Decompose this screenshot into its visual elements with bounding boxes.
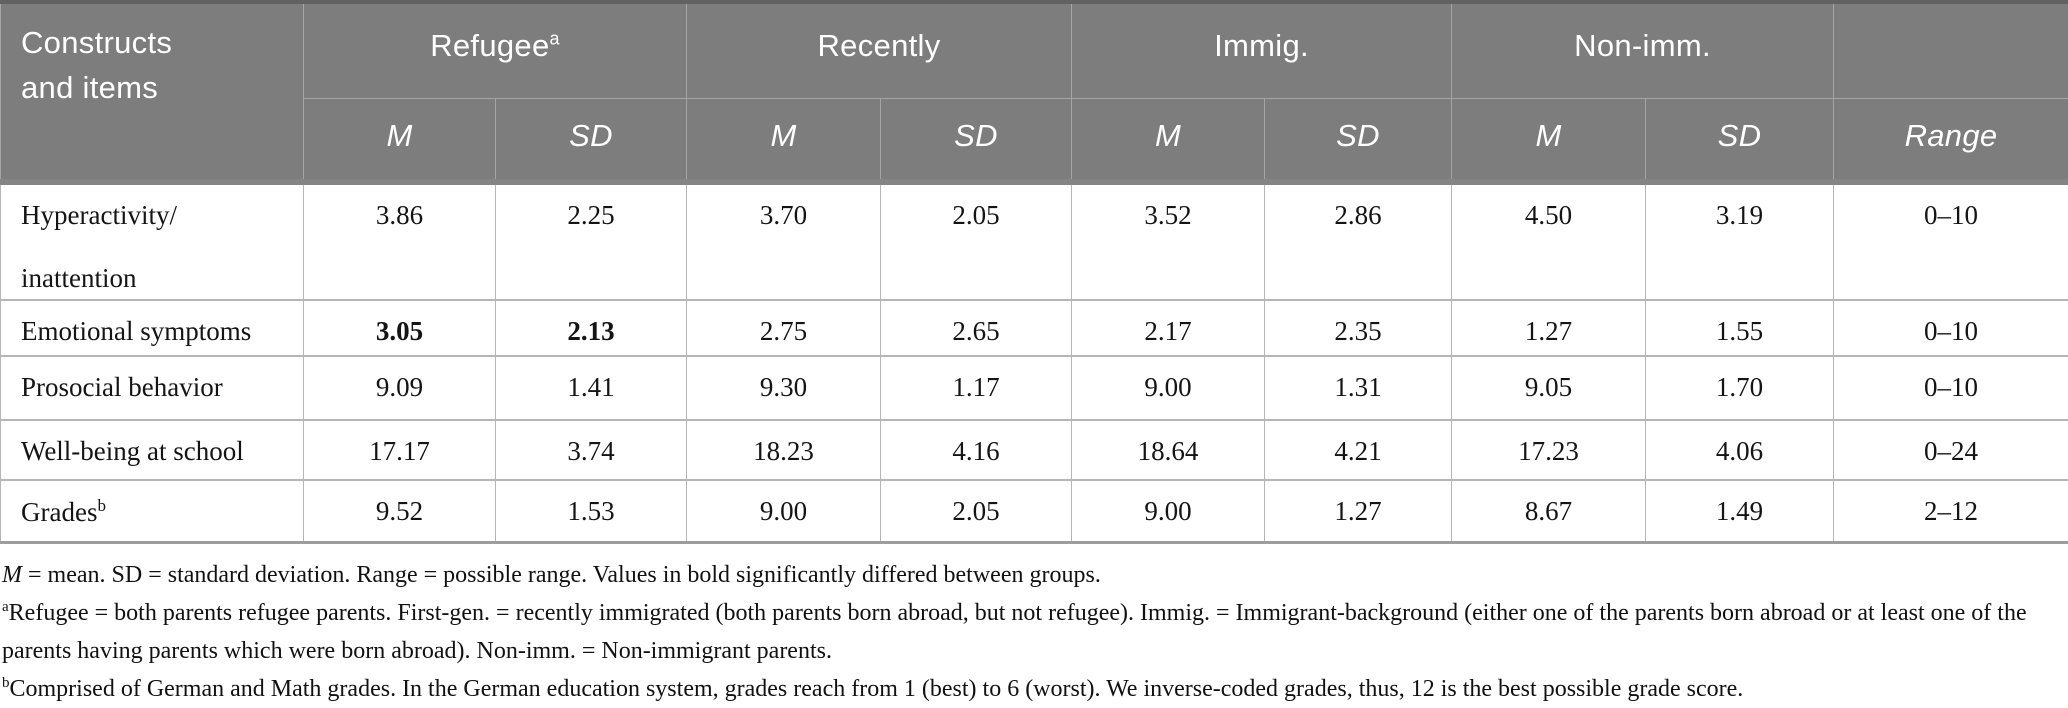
stat-header-sd-non-imm: SD [1646,98,1834,182]
footnote-a-marker: a [550,29,560,49]
data-cell: 1.31 [1265,356,1452,420]
group-header-empty [1834,2,2068,98]
row-label: Emotional symptoms [1,300,304,356]
descriptives-table: Constructs and items Refugeea Recently I… [0,0,2068,544]
data-cell: 18.64 [1072,420,1265,480]
data-cell: 3.52 [1072,182,1265,300]
corner-header-line1: Constructs [21,20,303,65]
data-cell: 2.65 [881,300,1072,356]
stat-header-m-refugee: M [304,98,496,182]
row-label: Well-being at school [1,420,304,480]
data-cell: 2.05 [881,480,1072,542]
footnote-general-text: = mean. SD = standard deviation. Range =… [22,562,1101,588]
row-label: Prosocial behavior [1,356,304,420]
data-cell: 1.55 [1646,300,1834,356]
constructs-and-items-header: Constructs and items [1,2,304,182]
footnote-a: aRefugee = both parents refugee parents.… [2,594,2064,670]
footnote-b: bComprised of German and Math grades. In… [2,670,2064,708]
data-cell: 2.86 [1265,182,1452,300]
data-cell: 9.52 [304,480,496,542]
footnote-b-text: Comprised of German and Math grades. In … [10,676,1744,702]
stat-header-m-non-imm: M [1452,98,1646,182]
data-cell: 9.30 [687,356,881,420]
data-cell-bold: 3.05 [304,300,496,356]
data-cell: 9.05 [1452,356,1646,420]
table-body: Hyperactivity/inattention 3.86 2.25 3.70… [1,182,2068,542]
data-cell: 1.27 [1265,480,1452,542]
footnote-general-lead: M [2,562,22,588]
data-cell: 17.23 [1452,420,1646,480]
data-cell: 8.67 [1452,480,1646,542]
stat-header-sd-recently: SD [881,98,1072,182]
data-cell: 4.16 [881,420,1072,480]
range-cell: 0–10 [1834,300,2068,356]
footnotes: M = mean. SD = standard deviation. Range… [0,544,2068,708]
data-cell-bold: 2.13 [496,300,687,356]
stat-header-m-recently: M [687,98,881,182]
footnote-a-superscript: a [2,599,9,615]
data-cell: 4.06 [1646,420,1834,480]
range-cell: 0–10 [1834,182,2068,300]
data-cell: 9.00 [687,480,881,542]
data-cell: 1.41 [496,356,687,420]
table-row-grades: Gradesb 9.52 1.53 9.00 2.05 9.00 1.27 8.… [1,480,2068,542]
data-cell: 2.05 [881,182,1072,300]
group-header-refugee: Refugeea [304,2,687,98]
footnote-general: M = mean. SD = standard deviation. Range… [2,556,2064,594]
data-cell: 1.70 [1646,356,1834,420]
range-cell: 0–10 [1834,356,2068,420]
group-header-row: Constructs and items Refugeea Recently I… [1,2,2068,98]
stat-header-sd-refugee: SD [496,98,687,182]
range-cell: 0–24 [1834,420,2068,480]
group-header-non-imm: Non-imm. [1452,2,1834,98]
data-cell: 18.23 [687,420,881,480]
data-cell: 1.17 [881,356,1072,420]
stat-header-m-immig: M [1072,98,1265,182]
corner-header-line2: and items [21,65,303,110]
data-cell: 9.09 [304,356,496,420]
data-cell: 9.00 [1072,480,1265,542]
row-label: Hyperactivity/inattention [1,182,304,300]
data-cell: 3.70 [687,182,881,300]
table-row-prosocial-behavior: Prosocial behavior 9.09 1.41 9.30 1.17 9… [1,356,2068,420]
stat-header-row: M SD M SD M SD M SD Range [1,98,2068,182]
footnote-b-superscript: b [2,675,10,691]
data-cell: 4.21 [1265,420,1452,480]
data-cell: 17.17 [304,420,496,480]
group-header-recently: Recently [687,2,1072,98]
footnote-a-text: Refugee = both parents refugee parents. … [2,600,2027,664]
data-cell: 3.19 [1646,182,1834,300]
data-cell: 2.35 [1265,300,1452,356]
stat-header-range: Range [1834,98,2068,182]
data-cell: 3.86 [304,182,496,300]
table-row-well-being-at-school: Well-being at school 17.17 3.74 18.23 4.… [1,420,2068,480]
data-cell: 1.49 [1646,480,1834,542]
table-row-hyperactivity: Hyperactivity/inattention 3.86 2.25 3.70… [1,182,2068,300]
data-cell: 1.53 [496,480,687,542]
data-cell: 2.17 [1072,300,1265,356]
stat-header-sd-immig: SD [1265,98,1452,182]
data-cell: 2.25 [496,182,687,300]
data-cell: 4.50 [1452,182,1646,300]
data-cell: 3.74 [496,420,687,480]
data-cell: 9.00 [1072,356,1265,420]
data-cell: 1.27 [1452,300,1646,356]
row-label: Gradesb [1,480,304,542]
table-header: Constructs and items Refugeea Recently I… [1,2,2068,182]
group-header-immig: Immig. [1072,2,1452,98]
range-cell: 2–12 [1834,480,2068,542]
table-row-emotional-symptoms: Emotional symptoms 3.05 2.13 2.75 2.65 2… [1,300,2068,356]
data-cell: 2.75 [687,300,881,356]
footnote-b-marker: b [97,496,106,515]
